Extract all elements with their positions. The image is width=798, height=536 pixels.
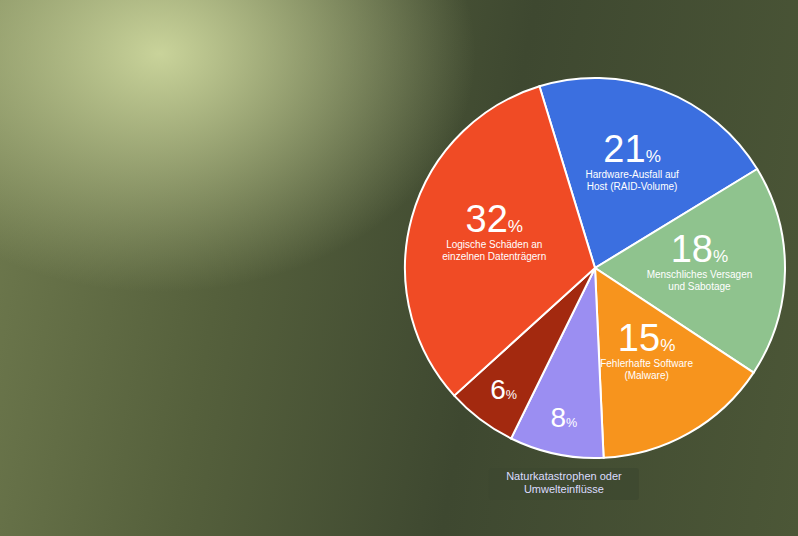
svg-text:8%: 8% xyxy=(551,402,578,433)
svg-text:18%: 18% xyxy=(671,228,728,270)
svg-text:Fehlerhafte Software: Fehlerhafte Software xyxy=(600,358,693,369)
svg-text:15%: 15% xyxy=(618,317,675,359)
svg-text:und Sabotage: und Sabotage xyxy=(668,281,731,292)
svg-text:Umwelteinflüsse: Umwelteinflüsse xyxy=(524,483,604,495)
svg-text:Host (RAID-Volume): Host (RAID-Volume) xyxy=(587,181,678,192)
svg-text:(Malware): (Malware) xyxy=(624,370,668,381)
svg-text:6%: 6% xyxy=(490,374,517,405)
svg-text:Hardware-Ausfall auf: Hardware-Ausfall auf xyxy=(585,169,679,180)
svg-text:Menschliches Versagen: Menschliches Versagen xyxy=(647,269,753,280)
svg-text:32%: 32% xyxy=(466,198,523,240)
svg-text:Logische Schäden an: Logische Schäden an xyxy=(446,239,542,250)
svg-text:21%: 21% xyxy=(603,128,660,170)
svg-text:einzelnen Datenträgern: einzelnen Datenträgern xyxy=(442,251,546,262)
svg-text:Naturkatastrophen oder: Naturkatastrophen oder xyxy=(506,470,622,482)
